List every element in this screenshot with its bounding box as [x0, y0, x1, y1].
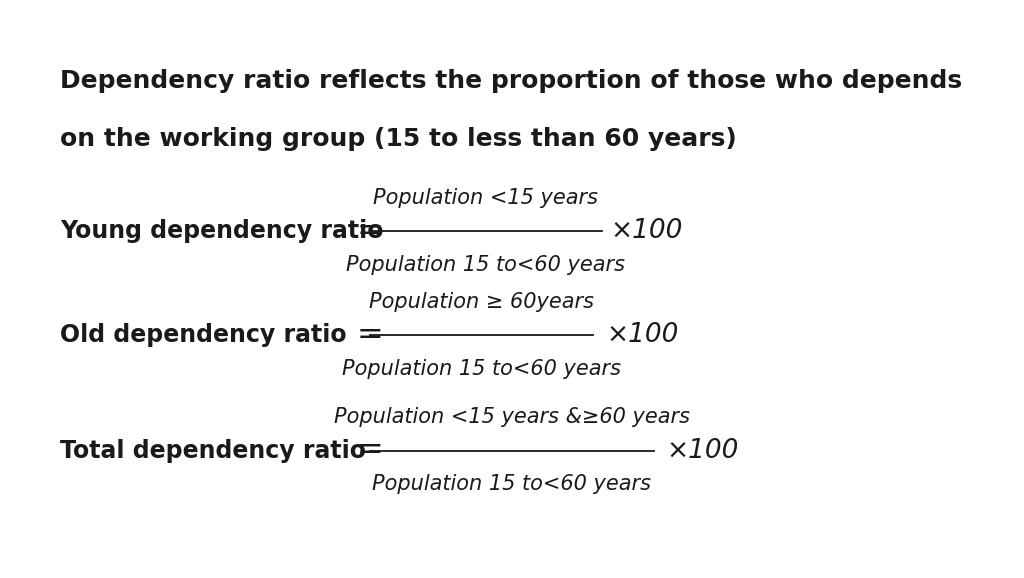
Text: Total dependency ratio: Total dependency ratio	[60, 439, 367, 463]
Text: ×100: ×100	[606, 323, 679, 348]
Text: Old dependency ratio: Old dependency ratio	[60, 323, 347, 347]
Text: ×100: ×100	[610, 218, 683, 244]
Text: Population <15 years: Population <15 years	[374, 188, 598, 208]
Text: Dependency ratio reflects the proportion of those who depends: Dependency ratio reflects the proportion…	[60, 69, 963, 94]
Text: Population 15 to<60 years: Population 15 to<60 years	[346, 255, 626, 275]
Text: Young dependency ratio: Young dependency ratio	[60, 219, 384, 243]
Text: =: =	[356, 320, 383, 351]
Text: Population <15 years &≥60 years: Population <15 years &≥60 years	[334, 407, 689, 427]
Text: =: =	[356, 216, 383, 247]
Text: on the working group (15 to less than 60 years): on the working group (15 to less than 60…	[60, 127, 737, 151]
Text: Population 15 to<60 years: Population 15 to<60 years	[372, 475, 651, 494]
Text: =: =	[356, 435, 383, 466]
Text: Population ≥ 60years: Population ≥ 60years	[369, 292, 594, 312]
Text: ×100: ×100	[667, 438, 738, 464]
Text: Population 15 to<60 years: Population 15 to<60 years	[342, 359, 622, 379]
